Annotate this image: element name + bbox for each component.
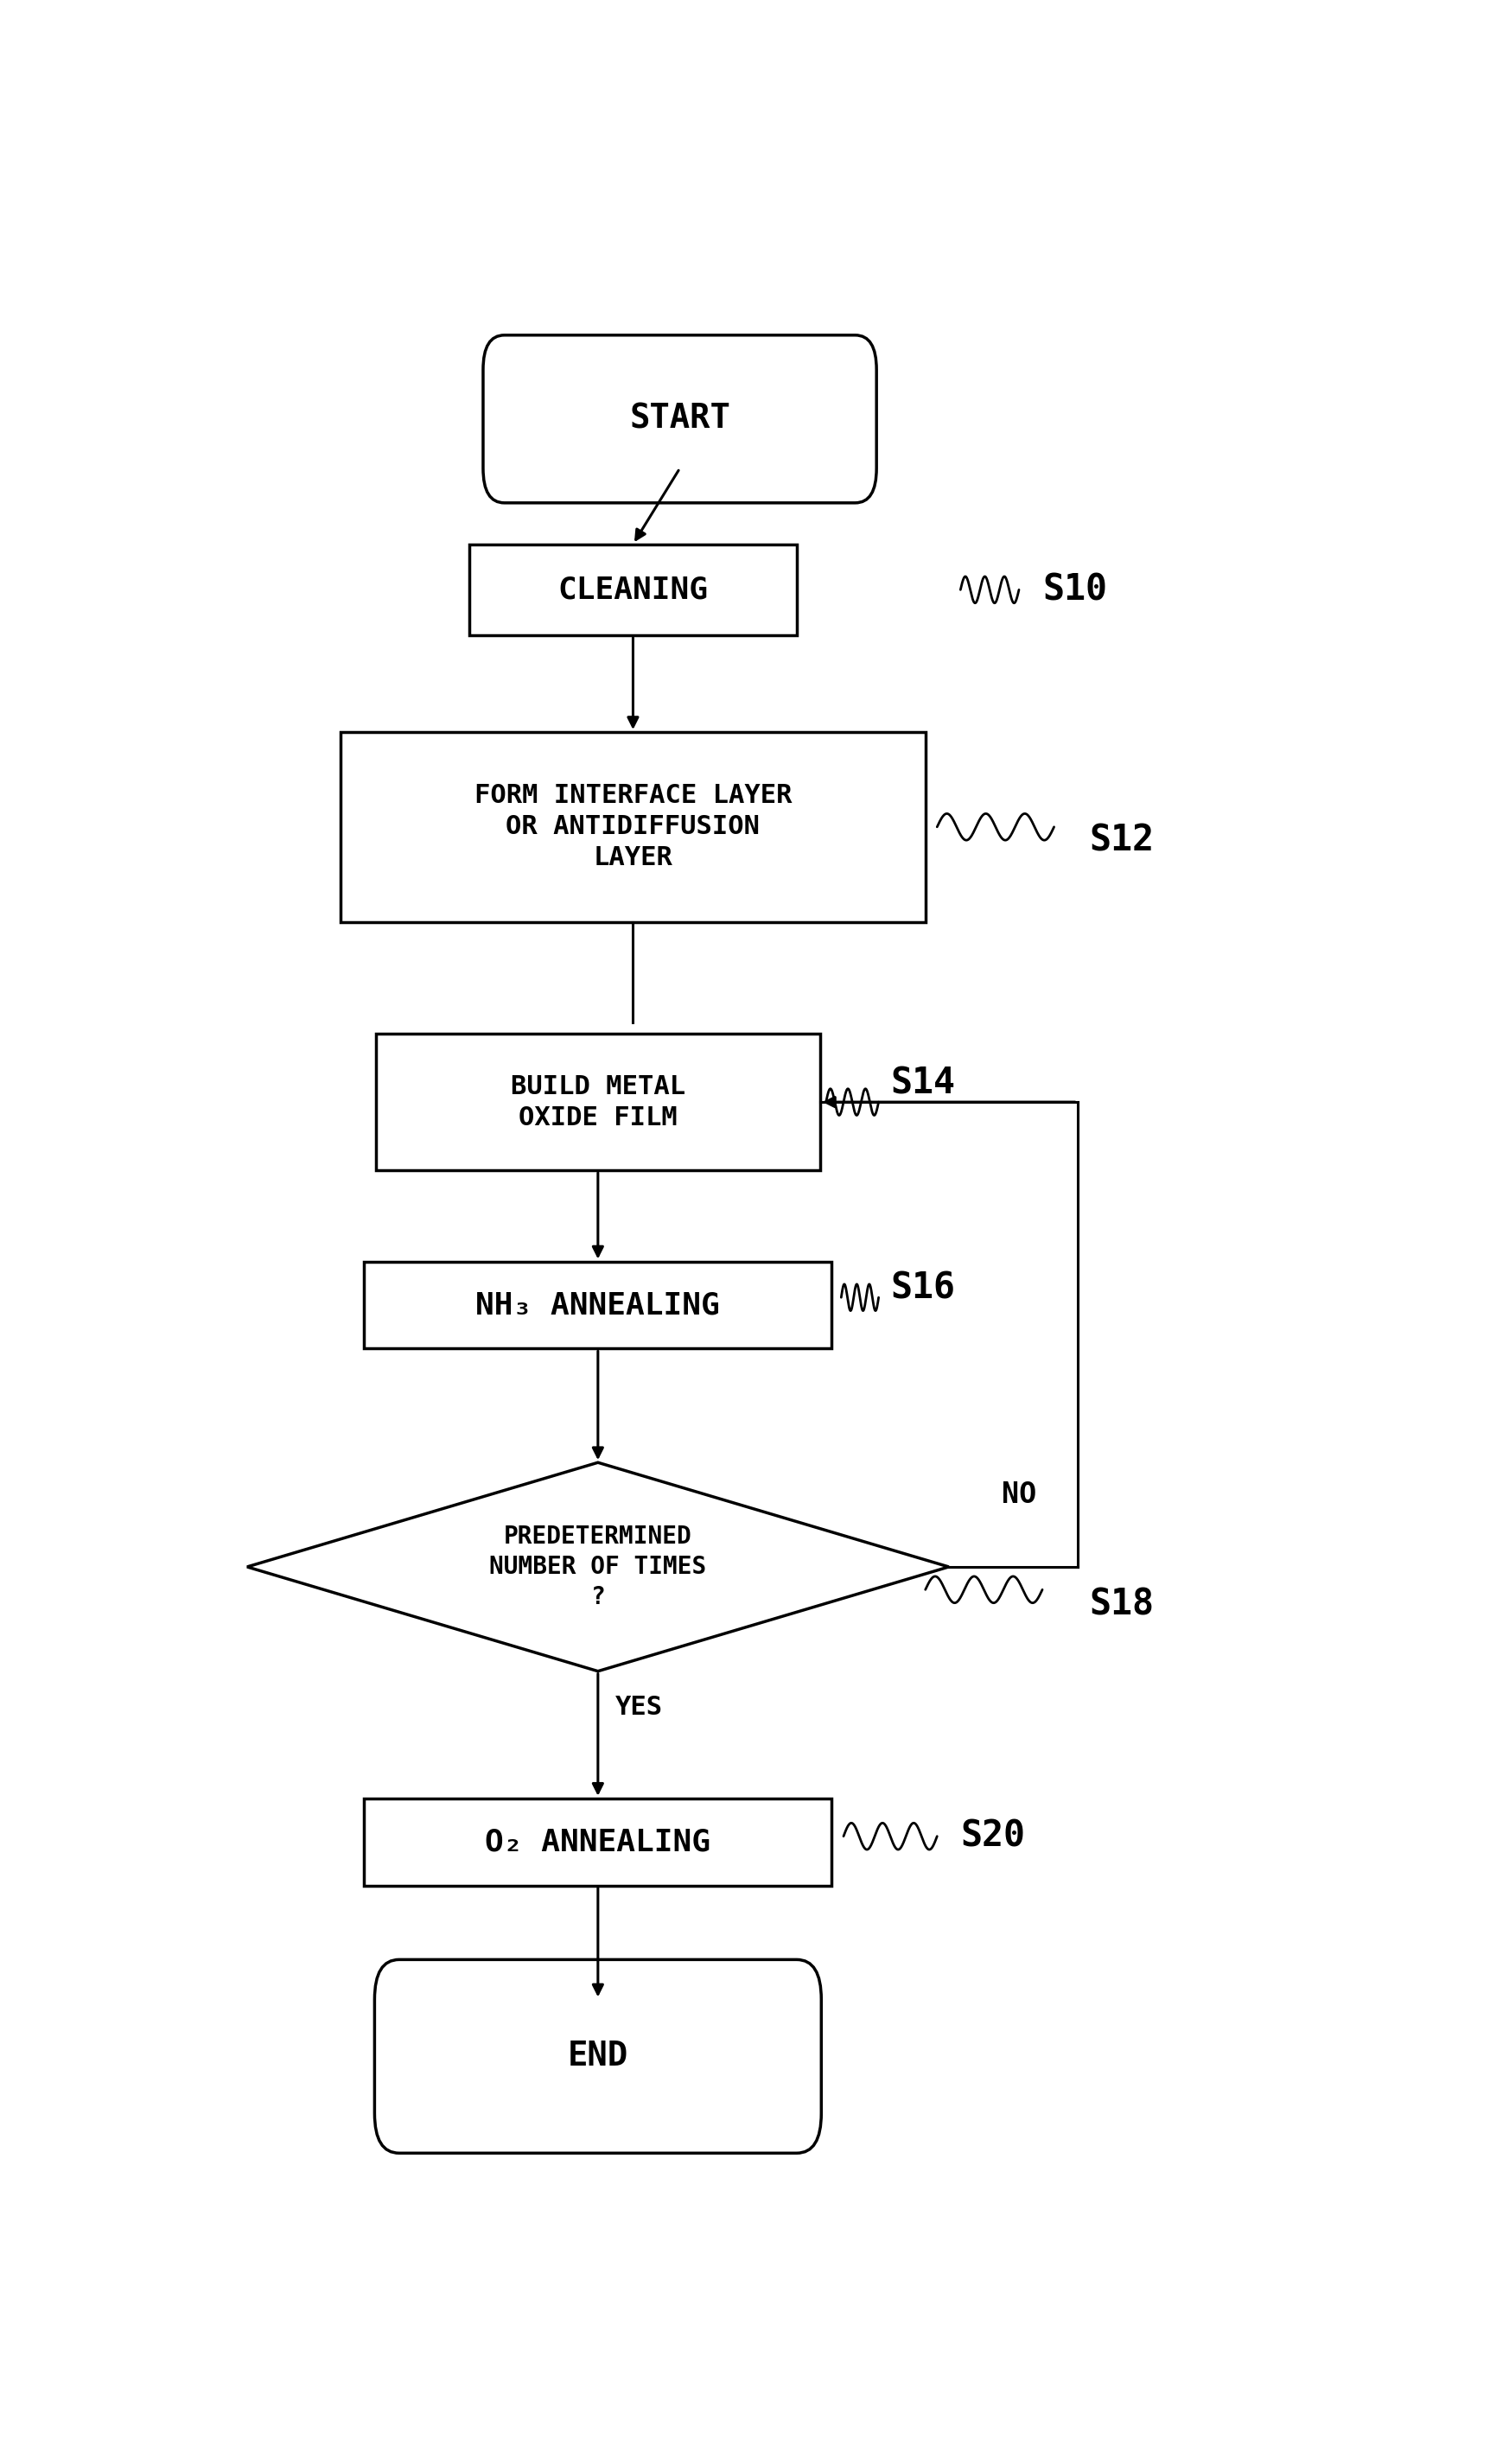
Polygon shape	[247, 1464, 949, 1671]
Text: NO: NO	[1002, 1481, 1037, 1508]
Text: NH₃ ANNEALING: NH₃ ANNEALING	[475, 1291, 720, 1321]
Text: S18: S18	[1089, 1587, 1154, 1624]
Text: S16: S16	[890, 1269, 955, 1306]
Text: FORM INTERFACE LAYER
OR ANTIDIFFUSION
LAYER: FORM INTERFACE LAYER OR ANTIDIFFUSION LA…	[474, 784, 792, 870]
Bar	[341, 732, 925, 922]
Text: CLEANING: CLEANING	[558, 574, 708, 604]
Text: S14: S14	[890, 1064, 955, 1101]
Bar	[364, 1262, 831, 1348]
Text: S20: S20	[961, 1818, 1025, 1855]
FancyBboxPatch shape	[374, 1959, 821, 2154]
Text: S12: S12	[1089, 823, 1154, 857]
FancyBboxPatch shape	[483, 335, 877, 503]
Text: BUILD METAL
OXIDE FILM: BUILD METAL OXIDE FILM	[510, 1074, 685, 1131]
Text: O₂ ANNEALING: O₂ ANNEALING	[486, 1828, 711, 1858]
Bar	[376, 1035, 821, 1170]
Bar	[469, 545, 797, 636]
Text: END: END	[567, 2040, 628, 2072]
Text: YES: YES	[616, 1695, 662, 1720]
Text: S10: S10	[1043, 572, 1108, 609]
Bar	[364, 1799, 831, 1885]
Text: PREDETERMINED
NUMBER OF TIMES
?: PREDETERMINED NUMBER OF TIMES ?	[489, 1525, 706, 1609]
Text: START: START	[629, 402, 730, 436]
